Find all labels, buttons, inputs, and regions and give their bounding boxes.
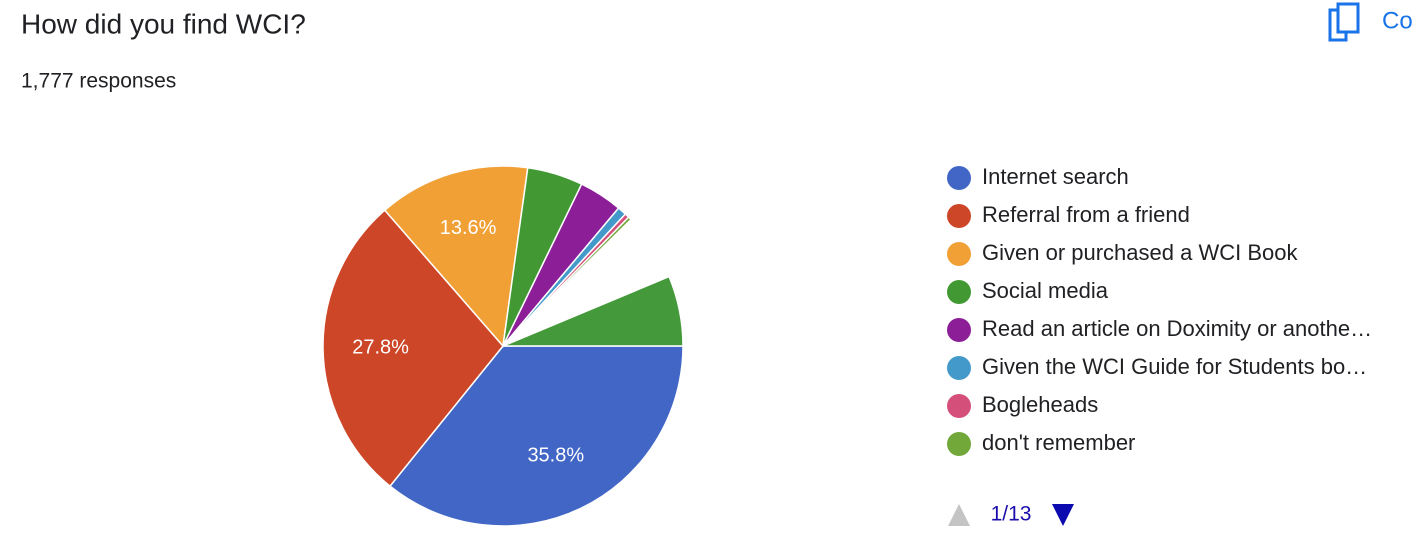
legend-label: don't remember <box>982 430 1135 455</box>
chart-title: How did you find WCI? <box>21 8 306 39</box>
legend-label: Given or purchased a WCI Book <box>982 240 1298 265</box>
copy-icon <box>1336 2 1360 34</box>
legend-swatch <box>947 356 971 380</box>
legend-swatch <box>947 204 971 228</box>
legend-label: Given the WCI Guide for Students bo… <box>982 354 1367 379</box>
legend-label: Internet search <box>982 164 1129 189</box>
legend-label: Bogleheads <box>982 392 1098 417</box>
legend-swatch <box>947 166 971 190</box>
legend-swatch <box>947 318 971 342</box>
slice-label: 13.6% <box>440 217 497 239</box>
page-indicator: 1/13 <box>991 503 1032 526</box>
legend-label: Social media <box>982 278 1109 303</box>
legend-swatch <box>947 432 971 456</box>
pie-slice <box>322 209 504 488</box>
pie: 35.8% 27.8% 13.6% <box>322 165 684 527</box>
copy-button[interactable]: Co <box>1328 2 1413 42</box>
pie-slice <box>383 165 529 348</box>
copy-text: Co <box>1382 7 1413 34</box>
slice-label: 35.8% <box>527 445 584 467</box>
legend-label: Referral from a friend <box>982 202 1190 227</box>
response-count: 1,777 responses <box>21 70 176 93</box>
prev-page[interactable] <box>948 504 970 526</box>
legend: Internet search Referral from a friend Giv… <box>947 164 1372 456</box>
legend-swatch <box>947 242 971 266</box>
slice-label: 27.8% <box>352 337 409 359</box>
pie-slice <box>388 345 684 527</box>
pie-slice <box>502 275 684 347</box>
legend-swatch <box>947 394 971 418</box>
legend-label: Read an article on Doximity or anothe… <box>982 316 1372 341</box>
next-page[interactable] <box>1052 504 1074 526</box>
legend-swatch <box>947 280 971 304</box>
